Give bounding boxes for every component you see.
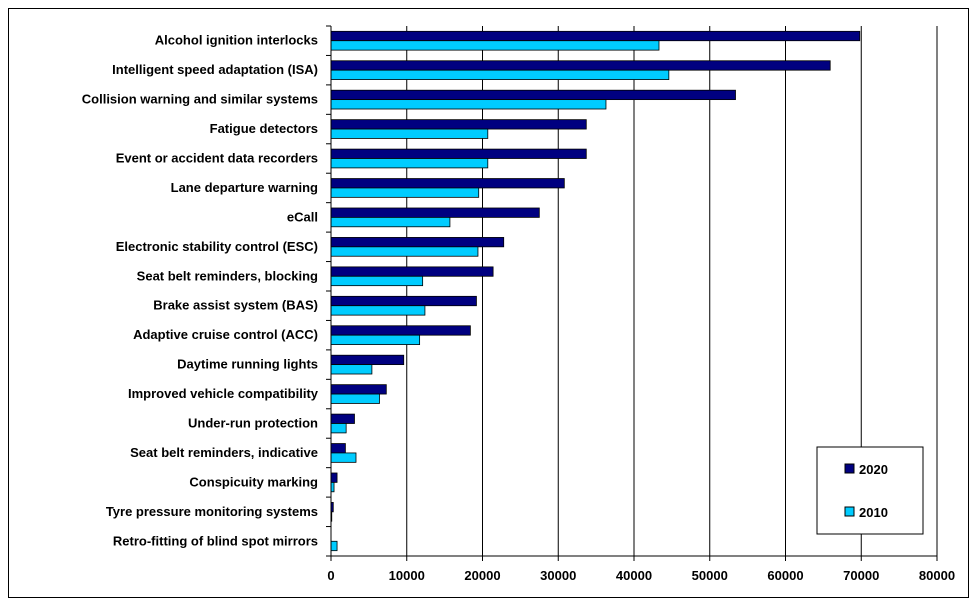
category-label: Event or accident data recorders	[116, 151, 318, 166]
category-label: Retro-fitting of blind spot mirrors	[113, 533, 318, 548]
bar-2010	[330, 216, 451, 228]
category-label: Lane departure warning	[171, 180, 318, 195]
bar-2020	[330, 207, 540, 218]
legend: 2020 2010	[816, 446, 924, 535]
category-label: eCall	[287, 209, 318, 224]
x-tick-label: 60000	[767, 568, 803, 583]
bar-2010	[330, 128, 489, 139]
bar-2020	[330, 413, 355, 424]
bar-2020	[330, 60, 831, 71]
category-label: Under-run protection	[188, 416, 318, 431]
legend-swatch-2020	[844, 463, 855, 474]
bar-2020	[330, 237, 505, 248]
bar-2010	[330, 40, 660, 51]
bar-2010	[330, 69, 670, 80]
x-tick-label: 80000	[919, 568, 955, 583]
bar-2020	[330, 30, 861, 42]
legend-box	[816, 446, 924, 535]
bar-2020	[330, 472, 338, 483]
bar-2010	[330, 540, 338, 552]
category-label: Conspicuity marking	[189, 474, 318, 489]
category-label: Daytime running lights	[177, 357, 318, 372]
x-tick-label: 30000	[540, 568, 576, 583]
bar-2010	[330, 423, 347, 434]
x-tick-label: 40000	[616, 568, 652, 583]
x-tick-label: 50000	[692, 568, 728, 583]
bar-2020	[330, 384, 387, 395]
bar-2010	[330, 158, 489, 169]
category-labels: Alcohol ignition interlocks Intelligent s…	[82, 33, 319, 549]
x-tick-label: 70000	[843, 568, 879, 583]
bar-2010	[330, 452, 357, 463]
bar-2020	[330, 354, 405, 366]
legend-swatch-2010	[844, 506, 855, 517]
x-tick-labels: 0 10000 20000 30000 40000 50000 60000 70000 8000…	[327, 568, 955, 583]
category-label: Tyre pressure monitoring systems	[106, 504, 318, 519]
category-label: Seat belt reminders, blocking	[137, 268, 318, 283]
category-label: Intelligent speed adaptation (ISA)	[112, 62, 318, 77]
x-tick-label: 10000	[389, 568, 425, 583]
bar-2020	[330, 148, 587, 159]
axes	[326, 25, 938, 561]
bar-2010	[330, 246, 479, 257]
bar-2010	[330, 364, 373, 375]
bar-2020	[330, 443, 346, 454]
category-label: Seat belt reminders, indicative	[130, 445, 318, 460]
bar-2020	[330, 89, 736, 101]
legend-label-2020: 2020	[859, 462, 888, 477]
category-label: Alcohol ignition interlocks	[155, 33, 318, 48]
bar-2020	[330, 119, 587, 130]
bar-2010	[330, 275, 424, 287]
category-label: Brake assist system (BAS)	[153, 298, 318, 313]
x-tick-label: 0	[327, 568, 334, 583]
category-label: Electronic stability control (ESC)	[116, 239, 318, 254]
bar-2020	[330, 325, 471, 336]
bar-2010	[330, 99, 607, 110]
bars	[330, 30, 861, 552]
x-tick-label: 20000	[464, 568, 500, 583]
bar-2010	[330, 393, 380, 404]
bar-2020	[330, 266, 494, 277]
category-label: Adaptive cruise control (ACC)	[133, 327, 318, 342]
legend-label-2010: 2010	[859, 505, 888, 520]
category-label: Collision warning and similar systems	[82, 92, 318, 107]
bar-2020	[330, 295, 477, 307]
category-label: Improved vehicle compatibility	[128, 386, 319, 401]
bar-2020	[330, 178, 565, 189]
category-label: Fatigue detectors	[210, 121, 318, 136]
bar-2010	[330, 305, 426, 316]
bar-2010	[330, 334, 421, 345]
bar-2010	[330, 187, 480, 198]
